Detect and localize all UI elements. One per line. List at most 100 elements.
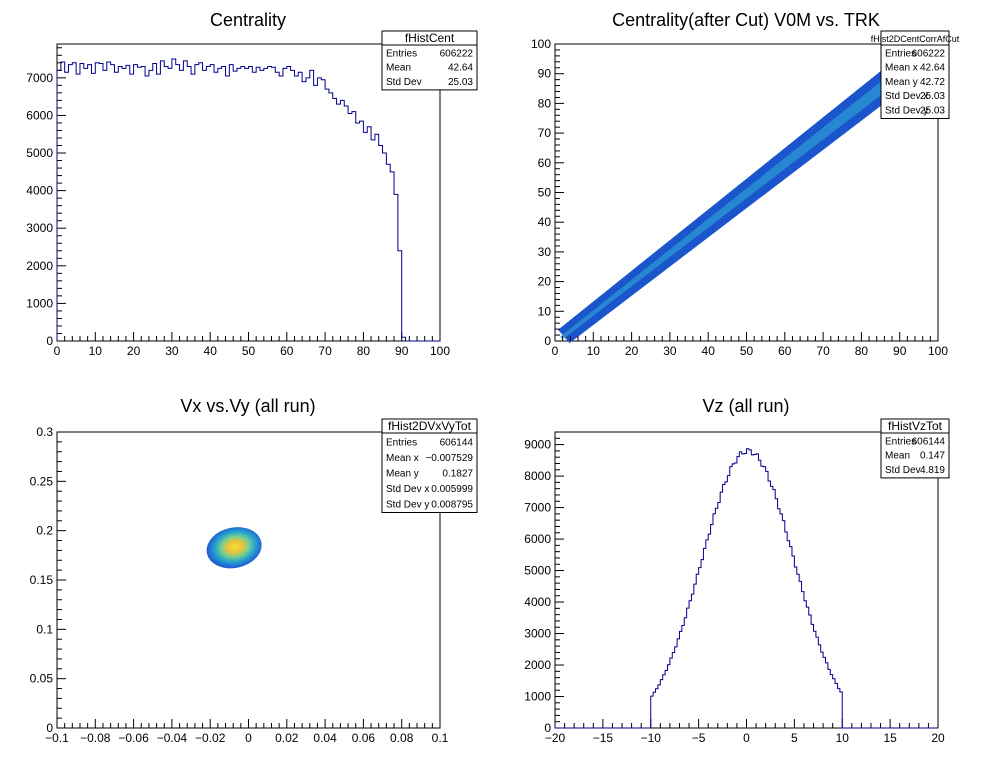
y-tick-label: 7000 bbox=[524, 501, 551, 515]
x-axis: 0 10 20 30 40 50 60 70 80 90 100 bbox=[552, 332, 948, 358]
stats-box-frame bbox=[381, 418, 478, 513]
y-tick-label: 1000 bbox=[26, 296, 53, 310]
stats-value: 0.147 bbox=[920, 451, 945, 462]
x-tick-label: 100 bbox=[928, 344, 948, 358]
x-tick-label: 0 bbox=[54, 344, 61, 358]
x-tick-label: −0.06 bbox=[118, 731, 149, 745]
chart-title: Centrality(after Cut) V0M vs. TRK bbox=[612, 10, 880, 30]
x-tick-label: 80 bbox=[357, 344, 371, 358]
y-tick-label: 7000 bbox=[26, 71, 53, 85]
x-tick-label: −0.08 bbox=[80, 731, 111, 745]
x-axis: −20 −15 −10 −5 0 5 10 15 20 bbox=[545, 719, 945, 745]
stats-value: 0.008795 bbox=[431, 500, 473, 511]
stats-value: 42.64 bbox=[920, 63, 945, 74]
x-tick-label: 20 bbox=[931, 731, 945, 745]
histogram-line bbox=[555, 448, 938, 729]
stats-box: fHistCent Entries 606222 Mean 42.64 Std Dev 25… bbox=[381, 30, 478, 91]
stats-label: Entries bbox=[885, 48, 916, 59]
stats-value: 42.64 bbox=[448, 63, 473, 74]
y-tick-label: 0 bbox=[544, 721, 551, 735]
y-tick-label: 70 bbox=[538, 126, 552, 140]
pad-vx-vy: Vx vs.Vy (all run) −0.1 −0.08 −0.06 −0.04 −0… bbox=[30, 396, 478, 745]
x-tick-label: 20 bbox=[127, 344, 141, 358]
x-tick-label: 90 bbox=[395, 344, 409, 358]
y-tick-label: 90 bbox=[538, 67, 552, 81]
x-tick-label: 90 bbox=[893, 344, 907, 358]
stats-box-frame bbox=[381, 30, 478, 91]
stats-label: Entries bbox=[885, 436, 916, 447]
stats-value: 42.72 bbox=[920, 77, 945, 88]
x-tick-label: 30 bbox=[663, 344, 677, 358]
band-layer bbox=[558, 55, 900, 344]
stats-label: Mean x bbox=[386, 453, 419, 464]
x-tick-label: 20 bbox=[625, 344, 639, 358]
x-tick-label: 30 bbox=[165, 344, 179, 358]
y-tick-label: 0.25 bbox=[30, 474, 54, 488]
y-tick-label: 0 bbox=[46, 334, 53, 348]
y-tick-label: 0.05 bbox=[30, 672, 54, 686]
chart-title: Vz (all run) bbox=[702, 396, 789, 416]
correlation-band-core bbox=[559, 66, 900, 340]
x-tick-label: 0 bbox=[245, 731, 252, 745]
y-tick-label: 5000 bbox=[524, 564, 551, 578]
chart-title: Vx vs.Vy (all run) bbox=[180, 396, 315, 416]
x-tick-label: −0.02 bbox=[195, 731, 226, 745]
stats-label: Entries bbox=[386, 48, 417, 59]
blob-layer bbox=[206, 527, 262, 569]
stats-label: Std Dev x bbox=[885, 91, 928, 102]
x-tick-label: 10 bbox=[836, 731, 850, 745]
y-axis: 0 1000 2000 3000 4000 5000 6000 7000 bbox=[26, 47, 66, 348]
x-tick-label: 10 bbox=[587, 344, 601, 358]
pad-vz: Vz (all run) −20 −15 −10 −5 0 5 10 15 20 0 1000 20… bbox=[524, 396, 950, 745]
x-axis: −0.1 −0.08 −0.06 −0.04 −0.02 0 0.02 0.04 0.06 0.0… bbox=[45, 719, 449, 745]
stats-label: Std Dev y bbox=[386, 500, 429, 511]
x-axis: 0 10 20 30 40 50 60 70 80 90 100 bbox=[54, 332, 450, 358]
x-tick-label: 60 bbox=[778, 344, 792, 358]
y-tick-label: 50 bbox=[538, 186, 552, 200]
stats-label: Mean y bbox=[386, 469, 419, 480]
y-tick-label: 9000 bbox=[524, 438, 551, 452]
y-axis: 0 10 20 30 40 50 60 70 80 90 100 bbox=[531, 37, 564, 348]
y-tick-label: 100 bbox=[531, 37, 551, 51]
y-tick-label: 3000 bbox=[524, 627, 551, 641]
x-tick-label: 0 bbox=[552, 344, 559, 358]
y-tick-label: 60 bbox=[538, 156, 552, 170]
pad-centrality: Centrality 0 10 20 30 40 50 60 70 80 90 100 0 1000 2… bbox=[26, 10, 478, 358]
y-tick-label: 1000 bbox=[524, 690, 551, 704]
stats-value: 25.03 bbox=[920, 106, 945, 117]
stats-value: 606222 bbox=[912, 48, 946, 59]
x-tick-label: −20 bbox=[545, 731, 566, 745]
stats-label: Mean y bbox=[885, 77, 918, 88]
stats-value: 0.1827 bbox=[442, 469, 473, 480]
stats-label: Std Dev bbox=[386, 77, 422, 88]
stats-value: 606144 bbox=[440, 438, 474, 449]
x-tick-label: 70 bbox=[318, 344, 332, 358]
x-tick-label: 50 bbox=[740, 344, 754, 358]
y-tick-label: 8000 bbox=[524, 469, 551, 483]
histogram-line bbox=[56, 58, 440, 342]
y-axis: 0 0.05 0.1 0.15 0.2 0.25 0.3 bbox=[30, 425, 66, 735]
y-axis: 0 1000 2000 3000 4000 5000 6000 7000 8000 9000 bbox=[524, 438, 564, 735]
y-tick-label: 4000 bbox=[524, 595, 551, 609]
vertex-density-blob bbox=[206, 527, 262, 569]
y-tick-label: 0.3 bbox=[36, 425, 53, 439]
stats-label: Std Dev bbox=[885, 465, 921, 476]
x-tick-label: 0 bbox=[743, 731, 750, 745]
stats-label: Std Dev y bbox=[885, 106, 928, 117]
y-tick-label: 4000 bbox=[26, 184, 53, 198]
x-tick-label: 0.1 bbox=[432, 731, 449, 745]
stats-label: Mean bbox=[386, 63, 411, 74]
y-tick-label: 6000 bbox=[26, 108, 53, 122]
stats-box-frame bbox=[880, 30, 950, 119]
y-tick-label: 0.2 bbox=[36, 524, 53, 538]
y-tick-label: 0 bbox=[544, 334, 551, 348]
x-tick-label: 60 bbox=[280, 344, 294, 358]
stats-box-frame bbox=[880, 418, 950, 479]
stats-box-title: fHistVzTot bbox=[888, 419, 943, 433]
y-tick-label: 40 bbox=[538, 215, 552, 229]
y-tick-label: 2000 bbox=[524, 658, 551, 672]
stats-value: 25.03 bbox=[920, 91, 945, 102]
